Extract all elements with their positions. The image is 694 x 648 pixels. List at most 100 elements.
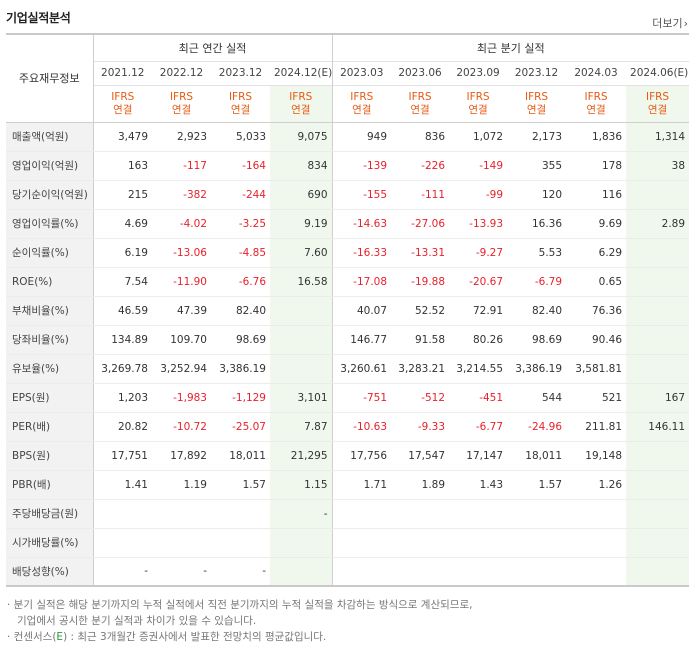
- table-cell: -1,983: [152, 382, 211, 413]
- more-link[interactable]: 더보기›: [652, 15, 688, 31]
- consolidated-label: 연결: [586, 103, 606, 116]
- period-header: 2022.12: [152, 60, 211, 85]
- table-cell: -25.07: [211, 412, 270, 442]
- row-label: 유보율(%): [6, 354, 93, 384]
- table-cell: -3.25: [211, 208, 270, 239]
- consolidated-label: 연결: [352, 103, 372, 116]
- table-cell: -: [270, 498, 333, 529]
- table-cell: -226: [391, 151, 450, 181]
- table-cell: 40.07: [331, 296, 392, 326]
- table-cell: 7.60: [270, 238, 333, 268]
- consolidated-label: 연결: [171, 103, 192, 116]
- table-cell: 21,295: [270, 441, 333, 471]
- table-cell: -: [211, 557, 270, 587]
- table-cell: 80.26: [449, 325, 508, 355]
- table-cell: 9.19: [270, 208, 333, 239]
- ifrs-label: IFRS: [169, 90, 194, 103]
- table-cell: 82.40: [507, 296, 567, 326]
- standard-header: IFRS 연결: [211, 84, 270, 123]
- table-cell: 167: [626, 382, 690, 413]
- table-cell: -111: [391, 180, 450, 210]
- table-cell: 109.70: [152, 325, 211, 355]
- table-cell: -13.93: [449, 208, 508, 239]
- standard-header: IFRS 연결: [449, 84, 508, 123]
- table-cell: 1.43: [449, 470, 508, 500]
- table-cell: 72.91: [449, 296, 508, 326]
- consolidated-label: 연결: [410, 103, 430, 116]
- consolidated-label: 연결: [526, 103, 547, 116]
- table-cell: [211, 498, 270, 529]
- table-cell: 6.19: [92, 238, 152, 268]
- table-cell: -751: [331, 382, 392, 413]
- table-cell: 17,547: [391, 441, 450, 471]
- table-cell: 544: [507, 382, 567, 413]
- table-cell: [626, 180, 690, 210]
- table-cell: -9.33: [391, 412, 450, 442]
- row-label: PBR(배): [6, 470, 93, 500]
- table-cell: -155: [331, 180, 392, 210]
- table-cell: [391, 528, 450, 558]
- table-cell: -139: [331, 151, 392, 181]
- table-cell: [626, 267, 690, 297]
- standard-header: IFRS 연결: [566, 84, 627, 123]
- table-cell: 19,148: [566, 441, 627, 471]
- table-cell: [626, 441, 690, 471]
- table-cell: 18,011: [211, 441, 270, 471]
- table-row: PBR(배) 1.41 1.19 1.57 1.15 1.71 1.89 1.43 1.57 1.…: [6, 470, 690, 500]
- table-cell: 17,756: [331, 441, 392, 471]
- table-cell: 211.81: [566, 412, 627, 442]
- period-header: 2023.12: [507, 60, 567, 85]
- table-cell: [626, 238, 690, 268]
- table-cell: 6.29: [566, 238, 627, 268]
- table-cell: -24.96: [507, 412, 567, 442]
- table-cell: [626, 325, 690, 355]
- table-cell: [566, 528, 627, 558]
- table-cell: 521: [566, 382, 627, 413]
- table-cell: [626, 354, 690, 384]
- table-cell: [92, 528, 152, 558]
- period-header: 2024.06(E): [626, 60, 690, 85]
- table-cell: [331, 557, 392, 587]
- table-row: 매출액(억원) 3,479 2,923 5,033 9,075 949 836 1,072 2,…: [6, 122, 690, 152]
- table-cell: -13.31: [391, 238, 450, 268]
- table-cell: 1.19: [152, 470, 211, 500]
- table-cell: 90.46: [566, 325, 627, 355]
- financial-table: 주요재무정보 최근 연간 실적 최근 분기 실적 2021.12 2022.12 2…: [6, 33, 690, 587]
- table-cell: 3,214.55: [449, 354, 508, 384]
- footnotes: · 분기 실적은 해당 분기까지의 누적 실적에서 직전 분기까지의 누적 실적…: [7, 597, 472, 645]
- table-cell: -: [92, 557, 152, 587]
- table-cell: 7.87: [270, 412, 333, 442]
- table-cell: 9.69: [566, 208, 627, 239]
- chevron-right-icon: ›: [683, 17, 688, 30]
- table-row: 순이익률(%) 6.19 -13.06 -4.85 7.60 -16.33 -13.31 -9…: [6, 238, 690, 268]
- table-cell: 17,892: [152, 441, 211, 471]
- table-cell: [566, 498, 627, 529]
- consolidated-label: 연결: [230, 103, 251, 116]
- row-label: 당좌비율(%): [6, 325, 93, 355]
- table-cell: -16.33: [331, 238, 392, 268]
- row-label: 매출액(억원): [6, 122, 93, 152]
- standard-header: IFRS 연결: [391, 84, 450, 123]
- table-cell: -512: [391, 382, 450, 413]
- table-cell: -244: [211, 180, 270, 210]
- table-cell: 178: [566, 151, 627, 181]
- period-header: 2023.06: [391, 60, 450, 85]
- table-cell: [626, 557, 690, 587]
- row-label: 당기순이익(억원): [6, 180, 93, 210]
- table-cell: 98.69: [507, 325, 567, 355]
- row-label: BPS(원): [6, 441, 93, 471]
- table-cell: 215: [92, 180, 152, 210]
- table-cell: 16.36: [507, 208, 567, 239]
- table-cell: [449, 528, 508, 558]
- table-cell: [391, 498, 450, 529]
- footnote-2-prefix: · 컨센서스(: [7, 631, 57, 643]
- footnote-2-suffix: ) : 최근 3개월간 증권사에서 발표한 전망치의 평균값입니다.: [63, 631, 327, 643]
- table-cell: 47.39: [152, 296, 211, 326]
- table-cell: 0.65: [566, 267, 627, 297]
- table-cell: [507, 528, 567, 558]
- table-cell: 17,147: [449, 441, 508, 471]
- row-label: 주당배당금(원): [6, 498, 93, 529]
- table-cell: 82.40: [211, 296, 270, 326]
- table-cell: [449, 557, 508, 587]
- standard-header: IFRS 연결: [626, 84, 690, 123]
